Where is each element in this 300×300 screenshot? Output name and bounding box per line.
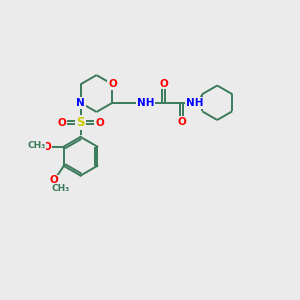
Text: NH: NH — [137, 98, 154, 108]
Text: CH₃: CH₃ — [52, 184, 70, 193]
Text: O: O — [177, 117, 186, 127]
Text: O: O — [57, 118, 66, 128]
Text: N: N — [76, 98, 85, 108]
Text: NH: NH — [186, 98, 204, 108]
Text: CH₃: CH₃ — [27, 141, 46, 150]
Text: O: O — [50, 176, 58, 185]
Text: O: O — [95, 118, 104, 128]
Text: S: S — [76, 116, 85, 129]
Text: O: O — [43, 142, 52, 152]
Text: O: O — [159, 79, 168, 88]
Text: O: O — [108, 79, 117, 89]
